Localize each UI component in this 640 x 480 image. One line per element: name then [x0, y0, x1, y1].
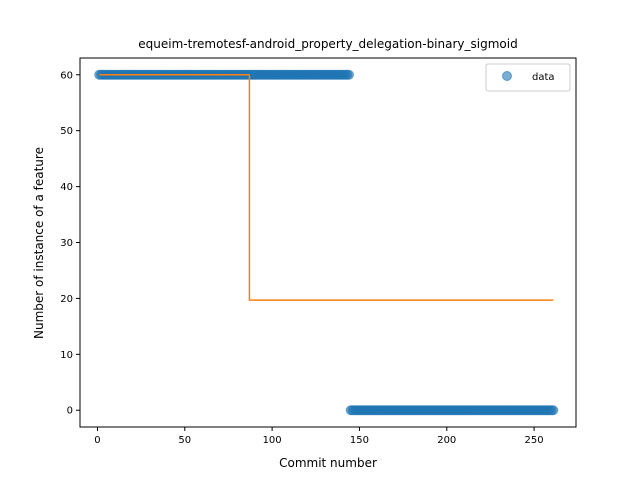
y-tick-label: 40 — [60, 182, 73, 193]
x-tick-label: 250 — [525, 435, 544, 446]
legend-label: data — [532, 72, 555, 83]
y-tick-label: 30 — [60, 238, 73, 249]
y-tick-label: 10 — [60, 350, 73, 361]
x-tick-label: 50 — [178, 435, 191, 446]
y-axis-label: Number of instance of a feature — [32, 147, 46, 339]
data-point — [343, 69, 354, 80]
x-tick-label: 150 — [350, 435, 369, 446]
legend-box — [485, 63, 571, 92]
legend-marker — [502, 71, 512, 81]
plot-area — [94, 69, 559, 416]
y-tick-label: 20 — [60, 294, 73, 305]
y-tick-label: 60 — [60, 70, 73, 81]
data-point — [548, 405, 559, 416]
x-axis: 0 50 100 150 200 250 — [94, 427, 544, 446]
plot-frame — [79, 57, 577, 428]
y-axis: 0 10 20 30 40 50 60 — [60, 70, 80, 417]
x-tick-label: 200 — [437, 435, 456, 446]
x-tick-label: 0 — [94, 435, 100, 446]
x-tick-label: 100 — [263, 435, 282, 446]
y-tick-label: 0 — [67, 406, 73, 417]
fit-line — [99, 74, 554, 301]
chart-title: equeim-tremotesf-android_property_delega… — [138, 37, 517, 51]
y-tick-label: 50 — [60, 126, 73, 137]
x-axis-label: Commit number — [279, 456, 377, 470]
legend: data — [485, 63, 571, 92]
